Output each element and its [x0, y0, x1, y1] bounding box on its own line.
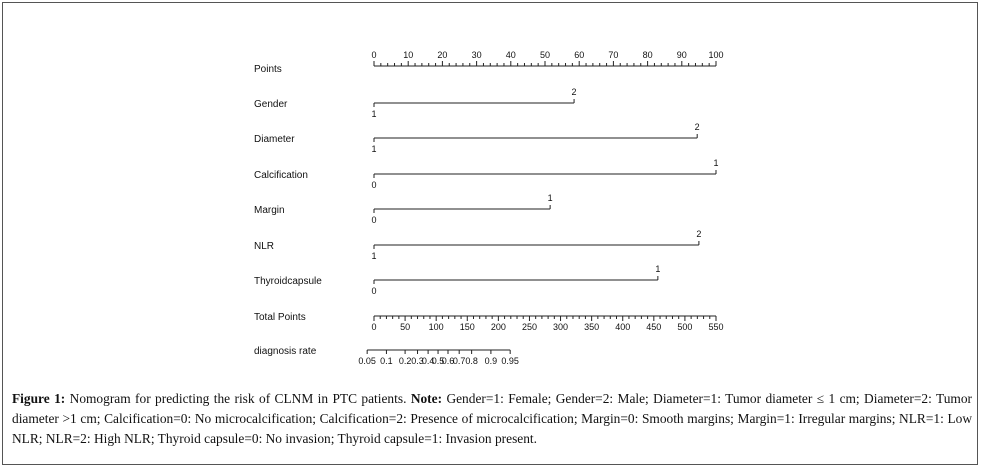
- probability-tick-label: 0.6: [442, 356, 455, 366]
- level-label-gender: 1: [371, 109, 376, 119]
- total-tick-label: 150: [460, 322, 475, 332]
- points-tick-label: 60: [574, 50, 584, 60]
- probability-tick-label: 0.95: [501, 356, 519, 366]
- total-tick-label: 0: [371, 322, 376, 332]
- probability-tick-label: 0.9: [485, 356, 498, 366]
- total-tick-label: 550: [708, 322, 723, 332]
- points-tick-label: 80: [643, 50, 653, 60]
- level-label-gender: 2: [572, 87, 577, 97]
- caption-note: Gender=1: Female; Gender=2: Male; Diamet…: [12, 391, 972, 446]
- total-tick-label: 450: [646, 322, 661, 332]
- points-tick-label: 100: [708, 50, 723, 60]
- total-tick-label: 100: [429, 322, 444, 332]
- points-tick-label: 20: [437, 50, 447, 60]
- points-tick-label: 0: [371, 50, 376, 60]
- total-tick-label: 500: [677, 322, 692, 332]
- points-tick-label: 40: [506, 50, 516, 60]
- points-tick-label: 30: [472, 50, 482, 60]
- row-label-margin: Margin: [254, 205, 285, 216]
- caption-text: Nomogram for predicting the risk of CLNM…: [65, 391, 411, 406]
- level-label-nlr: 1: [371, 251, 376, 261]
- total-tick-label: 350: [584, 322, 599, 332]
- probability-tick-label: 0.7: [453, 356, 466, 366]
- total-tick-label: 50: [400, 322, 410, 332]
- points-tick-label: 70: [608, 50, 618, 60]
- points-tick-label: 50: [540, 50, 550, 60]
- level-label-thyroidcapsule: 1: [655, 264, 660, 274]
- level-label-thyroidcapsule: 0: [371, 286, 376, 296]
- row-label-points: Points: [254, 64, 282, 75]
- probability-tick-label: 0.05: [358, 356, 376, 366]
- total-tick-label: 250: [522, 322, 537, 332]
- level-label-margin: 1: [548, 193, 553, 203]
- row-label-calcification: Calcification: [254, 170, 308, 181]
- row-label-total-points: Total Points: [254, 312, 306, 323]
- level-label-margin: 0: [371, 215, 376, 225]
- row-label-thyroidcapsule: Thyroidcapsule: [254, 276, 322, 287]
- row-label-gender: Gender: [254, 99, 288, 110]
- level-label-diameter: 2: [695, 122, 700, 132]
- row-label-nlr: NLR: [254, 241, 274, 252]
- level-label-diameter: 1: [371, 144, 376, 154]
- points-tick-label: 10: [403, 50, 413, 60]
- row-label-diameter: Diameter: [254, 134, 295, 145]
- caption-label: Figure 1:: [12, 391, 66, 406]
- total-tick-label: 200: [491, 322, 506, 332]
- probability-tick-label: 0.2: [399, 356, 412, 366]
- probability-tick-label: 0.8: [465, 356, 478, 366]
- probability-tick-label: 0.3: [411, 356, 424, 366]
- probability-tick-label: 0.4: [422, 356, 435, 366]
- row-label-diagnosis-rate: diagnosis rate: [254, 346, 317, 357]
- total-tick-label: 400: [615, 322, 630, 332]
- probability-tick-label: 0.5: [432, 356, 445, 366]
- caption-note-label: Note:: [410, 391, 443, 406]
- level-label-calcification: 0: [371, 180, 376, 190]
- figure-caption: Figure 1: Nomogram for predicting the ri…: [12, 389, 972, 449]
- level-label-nlr: 2: [696, 229, 701, 239]
- total-tick-label: 300: [553, 322, 568, 332]
- probability-tick-label: 0.1: [380, 356, 393, 366]
- points-tick-label: 90: [677, 50, 687, 60]
- level-label-calcification: 1: [713, 158, 718, 168]
